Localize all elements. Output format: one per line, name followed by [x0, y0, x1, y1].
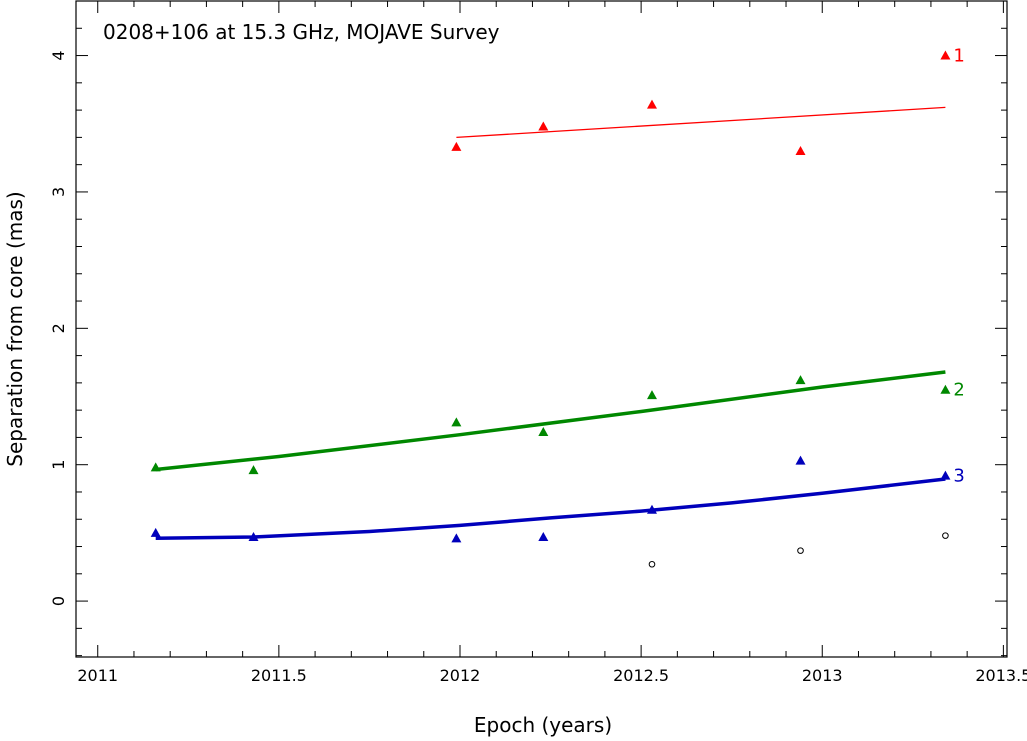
data-point-series-1 [940, 50, 951, 60]
series-labels: 1 2 3 [953, 46, 964, 487]
data-point-series-1 [538, 121, 549, 131]
data-point-series-3 [248, 531, 259, 541]
data-point-series-1 [795, 146, 806, 156]
x-tick-label: 2011 [77, 666, 118, 685]
x-tick-label: 2012.5 [613, 666, 669, 685]
data-point-series-2 [646, 390, 657, 400]
tick-labels: 2011 2011.5 2012 2012.5 2013 2013.5 0 1 2 3 4 [49, 50, 1027, 685]
y-tick-label: 2 [49, 323, 68, 333]
y-tick-label: 1 [49, 460, 68, 470]
data-point-series-1 [646, 99, 657, 109]
plot-frame [75, 0, 1008, 658]
x-tick-label: 2013.5 [975, 666, 1027, 685]
y-tick-label: 4 [49, 50, 68, 60]
y-tick-label: 0 [49, 596, 68, 606]
data-point-series-2 [940, 384, 951, 394]
x-tick-label: 2011.5 [251, 666, 307, 685]
data-point-series-3 [940, 470, 951, 480]
x-tick-label: 2013 [802, 666, 843, 685]
chart-title: 0208+106 at 15.3 GHz, MOJAVE Survey [103, 20, 500, 44]
data-point-series-3 [451, 533, 462, 543]
data-point-series-3 [538, 531, 549, 541]
data-markers [150, 50, 951, 568]
data-point-series-2 [451, 417, 462, 427]
data-point-series-2 [538, 426, 549, 436]
fit-line-series-3 [155, 477, 946, 541]
data-point-unassigned [648, 560, 656, 568]
data-point-series-2 [248, 465, 259, 475]
y-tick-label: 3 [49, 187, 68, 197]
x-tick-label: 2012 [440, 666, 481, 685]
data-point-unassigned [942, 532, 949, 539]
fit-line-series-1 [456, 106, 946, 139]
series-label-1: 1 [953, 46, 964, 67]
data-point-series-3 [646, 504, 657, 514]
series-label-3: 3 [953, 466, 964, 487]
y-axis-title: Separation from core (mas) [3, 191, 27, 466]
x-axis-title: Epoch (years) [474, 713, 612, 737]
data-point-series-3 [150, 527, 161, 537]
data-point-unassigned [797, 547, 804, 554]
fit-line-series-2 [155, 370, 946, 472]
data-point-series-2 [795, 375, 806, 385]
data-point-series-3 [795, 455, 806, 465]
data-point-series-2 [150, 462, 161, 472]
series-label-2: 2 [953, 380, 964, 401]
data-point-series-1 [451, 141, 462, 151]
axis-ticks [76, 0, 1007, 657]
fit-lines [155, 106, 946, 541]
